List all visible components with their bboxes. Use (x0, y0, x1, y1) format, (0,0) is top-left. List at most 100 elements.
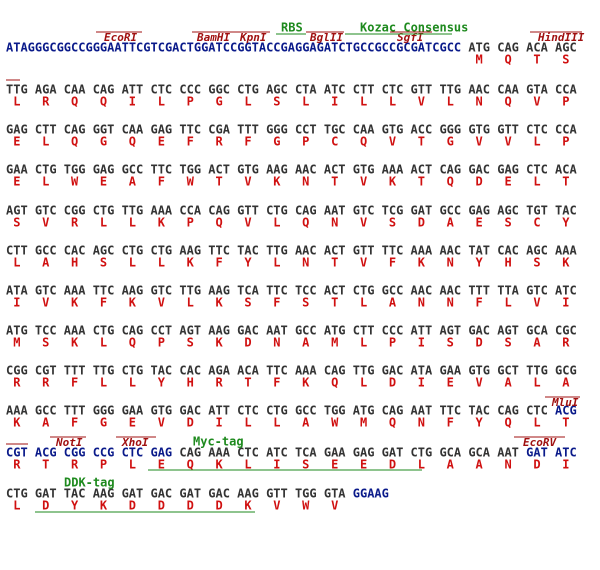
amino-acid: D (129, 499, 136, 513)
amino-acid: V (331, 499, 338, 513)
codon: ACC (411, 123, 433, 137)
codon: CTC (237, 446, 259, 460)
amino-acid: S (302, 458, 309, 472)
amino-acid: S (504, 216, 511, 230)
amino-acid: F (187, 135, 194, 149)
amino-acid: S (100, 256, 107, 270)
codon: TTG (93, 364, 115, 378)
codon: ACA (555, 163, 577, 177)
codon: GCT (497, 364, 519, 378)
amino-acid: Q (504, 95, 511, 109)
codon: TCA (237, 284, 259, 298)
amino-acid: Q (71, 135, 78, 149)
amino-acid: L (360, 376, 367, 390)
codon: TAC (64, 487, 86, 501)
amino-acid: T (244, 376, 251, 390)
amino-acid: R (215, 135, 223, 149)
codon: CCG (93, 446, 115, 460)
restriction-site-label: BamHI (196, 31, 230, 44)
amino-acid: G (447, 135, 454, 149)
amino-acid: L (418, 458, 425, 472)
amino-acid: Q (504, 416, 511, 430)
amino-acid: E (158, 458, 165, 472)
codon: GCC (35, 244, 57, 258)
codon: GTT (353, 244, 375, 258)
codon: TAT (468, 244, 490, 258)
codon: CAA (353, 123, 375, 137)
codon: AGC (93, 244, 115, 258)
amino-acid: K (562, 256, 570, 270)
codon: CTT (353, 324, 375, 338)
codon: CCC (179, 83, 201, 97)
restriction-site-label: XhoI (121, 436, 149, 449)
codon: CAG (64, 123, 86, 137)
amino-acid: V (158, 416, 165, 430)
codon: GTT (266, 487, 288, 501)
amino-acid: Q (129, 336, 136, 350)
codon: AAC (411, 284, 433, 298)
amino-acid: S (389, 216, 396, 230)
codon: GAG (150, 446, 172, 460)
codon: TTT (64, 404, 86, 418)
codon: TTC (150, 163, 172, 177)
codon: CGA (208, 123, 230, 137)
amino-acid: Y (476, 256, 484, 270)
amino-acid: R (42, 376, 50, 390)
codon: CTC (237, 404, 259, 418)
amino-acid: K (302, 376, 310, 390)
amino-acid: K (13, 416, 21, 430)
codon: AAA (555, 244, 577, 258)
amino-acid: L (13, 499, 20, 513)
codon: AAG (179, 244, 201, 258)
codon: ATG (468, 41, 490, 55)
codon: CTG (93, 204, 115, 218)
amino-acid: S (244, 296, 251, 310)
amino-acid: L (244, 416, 251, 430)
amino-acid: N (302, 175, 309, 189)
amino-acid: V (158, 296, 165, 310)
codon: GAC (208, 487, 230, 501)
codon: CAC (64, 244, 86, 258)
amino-acid: T (533, 53, 540, 67)
amino-acid: D (418, 216, 425, 230)
codon: GAA (324, 446, 346, 460)
amino-acid: Q (389, 416, 396, 430)
amino-acid: P (100, 458, 107, 472)
amino-acid: K (389, 175, 397, 189)
codon: TTC (179, 123, 201, 137)
codon: GTT (237, 204, 259, 218)
amino-acid: A (447, 458, 455, 472)
amino-acid: L (129, 376, 136, 390)
amino-acid: I (215, 416, 222, 430)
amino-acid: T (331, 256, 338, 270)
amino-acid: Q (187, 458, 194, 472)
amino-acid: V (42, 216, 49, 230)
codon: GAC (382, 364, 404, 378)
amino-acid: N (302, 256, 309, 270)
codon: CAG (497, 404, 519, 418)
amino-acid: H (71, 256, 78, 270)
amino-acid: Q (360, 135, 367, 149)
codon: AGT (179, 324, 201, 338)
codon: CCT (295, 123, 317, 137)
amino-acid: R (42, 95, 50, 109)
amino-acid: D (389, 458, 396, 472)
amino-acid: P (302, 135, 309, 149)
amino-acid: E (13, 175, 20, 189)
amino-acid: E (158, 135, 165, 149)
codon: AAG (93, 487, 115, 501)
restriction-site-label: HindIII (537, 31, 585, 44)
amino-acid: L (360, 336, 367, 350)
amino-acid: E (129, 416, 136, 430)
amino-acid: V (476, 135, 483, 149)
amino-acid: N (504, 458, 511, 472)
codon: AAA (295, 364, 317, 378)
amino-acid: L (100, 376, 107, 390)
codon: GAT (526, 446, 548, 460)
codon: CAC (179, 364, 201, 378)
amino-acid: V (244, 175, 251, 189)
amino-acid: Q (100, 95, 107, 109)
amino-acid: Y (158, 376, 166, 390)
codon: GCC (295, 324, 317, 338)
amino-acid: G (100, 416, 107, 430)
